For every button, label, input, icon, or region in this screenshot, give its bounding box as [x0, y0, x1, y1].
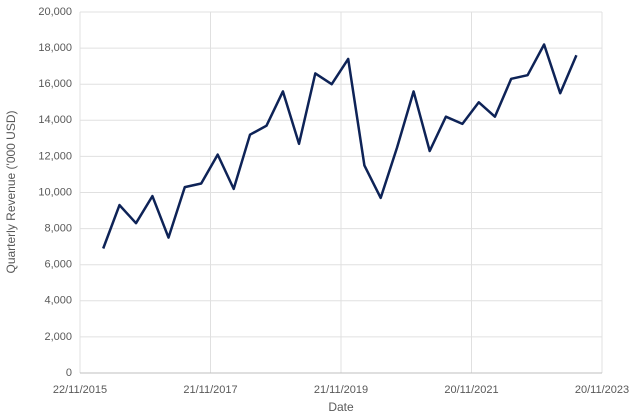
- y-tick-label: 20,000: [38, 6, 72, 18]
- y-tick-label: 18,000: [38, 42, 72, 54]
- y-tick-label: 16,000: [38, 78, 72, 90]
- x-tick-label: 21/11/2019: [314, 384, 368, 396]
- x-tick-label: 20/11/2023: [575, 384, 629, 396]
- x-axis-title: Date: [328, 400, 354, 414]
- x-tick-label: 22/11/2015: [53, 384, 107, 396]
- x-tick-label: 20/11/2021: [444, 384, 498, 396]
- y-tick-label: 12,000: [38, 150, 72, 162]
- y-tick-label: 14,000: [38, 114, 72, 126]
- y-tick-label: 4,000: [44, 295, 72, 307]
- y-tick-label: 2,000: [44, 331, 72, 343]
- line: [102, 43, 578, 249]
- y-tick-label: 6,000: [44, 259, 72, 271]
- y-tick-label: 8,000: [44, 223, 72, 235]
- x-tick-label: 21/11/2017: [183, 384, 237, 396]
- y-axis-title: Quarterly Revenue ('000 USD): [4, 110, 18, 273]
- y-tick-label: 0: [66, 367, 72, 379]
- y-tick-label: 10,000: [38, 186, 72, 198]
